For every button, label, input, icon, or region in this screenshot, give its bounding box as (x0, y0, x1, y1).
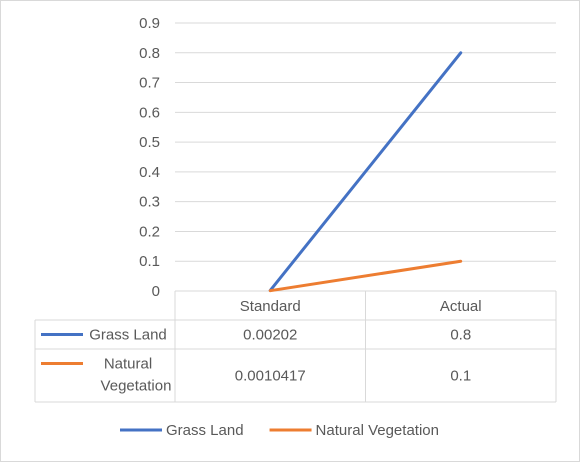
y-tick-label: 0.9 (139, 15, 160, 32)
legend-label: Natural Vegetation (316, 422, 439, 439)
table-value: 0.1 (450, 368, 471, 385)
series-lines (268, 51, 463, 293)
series-line-0 (268, 51, 463, 292)
table-series-name: Grass Land (89, 327, 167, 344)
y-axis-ticks: 0 0.1 0.2 0.3 0.4 0.5 0.6 0.7 0.8 0.9 (139, 15, 160, 300)
legend: Grass Land Natural Vegetation (120, 422, 439, 439)
category-label: Actual (440, 298, 482, 315)
y-tick-label: 0.3 (139, 194, 160, 211)
y-tick-label: 0.4 (139, 164, 160, 181)
data-table: Standard Actual Grass Land 0.00202 0.8 Natura… (34, 291, 557, 403)
y-tick-label: 0.5 (139, 134, 160, 151)
y-tick-label: 0.7 (139, 75, 160, 92)
y-tick-label: 0.6 (139, 104, 160, 121)
series-line-1 (268, 259, 463, 293)
y-tick-label: 0.2 (139, 223, 160, 240)
table-value: 0.8 (450, 327, 471, 344)
table-series-name: Natural Vegetation (101, 356, 172, 395)
y-tick-label: 0.1 (139, 253, 160, 270)
table-value: 0.0010417 (235, 368, 306, 385)
table-value: 0.00202 (243, 327, 297, 344)
y-tick-label: 0.8 (139, 45, 160, 62)
category-label: Standard (240, 298, 301, 315)
y-tick-label: 0 (152, 283, 160, 300)
gridlines (175, 22, 556, 292)
legend-label: Grass Land (166, 422, 244, 439)
